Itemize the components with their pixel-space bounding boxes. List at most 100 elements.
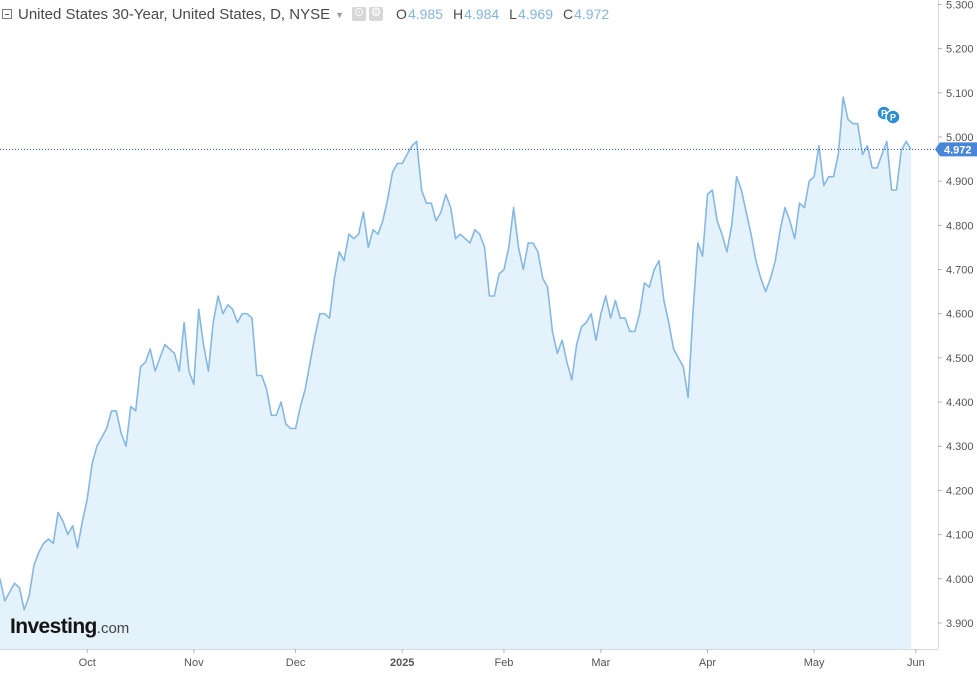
- data-point[interactable]: [230, 307, 234, 311]
- data-point[interactable]: [604, 294, 608, 298]
- data-point[interactable]: [555, 351, 559, 355]
- data-point[interactable]: [85, 497, 89, 501]
- data-point[interactable]: [56, 510, 60, 514]
- data-point[interactable]: [739, 188, 743, 192]
- data-point[interactable]: [318, 312, 322, 316]
- data-point[interactable]: [584, 320, 588, 324]
- data-point[interactable]: [885, 139, 889, 143]
- data-point[interactable]: [642, 281, 646, 285]
- data-point[interactable]: [66, 532, 70, 536]
- data-point[interactable]: [889, 188, 893, 192]
- data-point[interactable]: [177, 369, 181, 373]
- data-point[interactable]: [516, 245, 520, 249]
- data-point[interactable]: [579, 325, 583, 329]
- data-point[interactable]: [589, 312, 593, 316]
- data-point[interactable]: [492, 294, 496, 298]
- data-point[interactable]: [550, 329, 554, 333]
- data-point[interactable]: [696, 241, 700, 245]
- data-point[interactable]: [482, 245, 486, 249]
- data-point[interactable]: [366, 245, 370, 249]
- data-point[interactable]: [875, 166, 879, 170]
- data-point[interactable]: [327, 316, 331, 320]
- data-point[interactable]: [812, 175, 816, 179]
- data-point[interactable]: [763, 289, 767, 293]
- data-point[interactable]: [846, 117, 850, 121]
- data-point[interactable]: [759, 276, 763, 280]
- data-point[interactable]: [788, 219, 792, 223]
- data-point[interactable]: [783, 205, 787, 209]
- data-point[interactable]: [667, 320, 671, 324]
- data-point[interactable]: [352, 236, 356, 240]
- data-point[interactable]: [41, 541, 45, 545]
- data-point[interactable]: [269, 413, 273, 417]
- data-point[interactable]: [705, 192, 709, 196]
- data-point[interactable]: [250, 316, 254, 320]
- data-point[interactable]: [521, 267, 525, 271]
- data-point[interactable]: [390, 170, 394, 174]
- data-point[interactable]: [657, 259, 661, 263]
- data-point[interactable]: [371, 228, 375, 232]
- data-point[interactable]: [22, 608, 26, 612]
- data-point[interactable]: [468, 241, 472, 245]
- data-point[interactable]: [308, 360, 312, 364]
- data-point[interactable]: [434, 219, 438, 223]
- data-point[interactable]: [46, 537, 50, 541]
- data-point[interactable]: [192, 382, 196, 386]
- data-point[interactable]: [570, 378, 574, 382]
- data-point[interactable]: [720, 232, 724, 236]
- data-point[interactable]: [337, 250, 341, 254]
- data-point[interactable]: [347, 232, 351, 236]
- data-point[interactable]: [851, 122, 855, 126]
- data-point[interactable]: [497, 272, 501, 276]
- data-point[interactable]: [541, 276, 545, 280]
- data-point[interactable]: [502, 267, 506, 271]
- data-point[interactable]: [17, 585, 21, 589]
- data-point[interactable]: [172, 351, 176, 355]
- dropdown-caret-icon[interactable]: ▼: [335, 10, 345, 20]
- data-point[interactable]: [298, 404, 302, 408]
- data-point[interactable]: [637, 312, 641, 316]
- data-point[interactable]: [686, 395, 690, 399]
- data-point[interactable]: [95, 444, 99, 448]
- data-point[interactable]: [255, 373, 259, 377]
- data-point[interactable]: [817, 144, 821, 148]
- data-point[interactable]: [676, 356, 680, 360]
- data-point[interactable]: [51, 541, 55, 545]
- data-point[interactable]: [507, 245, 511, 249]
- data-point[interactable]: [841, 95, 845, 99]
- data-point[interactable]: [37, 550, 41, 554]
- data-point[interactable]: [158, 356, 162, 360]
- data-point[interactable]: [778, 228, 782, 232]
- data-point[interactable]: [618, 316, 622, 320]
- data-point[interactable]: [182, 320, 186, 324]
- data-point[interactable]: [473, 228, 477, 232]
- data-point[interactable]: [415, 139, 419, 143]
- data-point[interactable]: [211, 320, 215, 324]
- data-point[interactable]: [361, 210, 365, 214]
- data-point[interactable]: [356, 232, 360, 236]
- data-point[interactable]: [526, 241, 530, 245]
- data-point[interactable]: [153, 369, 157, 373]
- data-point[interactable]: [749, 232, 753, 236]
- data-point[interactable]: [545, 285, 549, 289]
- data-point[interactable]: [226, 303, 230, 307]
- data-point[interactable]: [730, 223, 734, 227]
- data-point[interactable]: [831, 175, 835, 179]
- data-point[interactable]: [613, 298, 617, 302]
- data-point[interactable]: [201, 342, 205, 346]
- data-point[interactable]: [245, 312, 249, 316]
- data-point[interactable]: [419, 188, 423, 192]
- data-point[interactable]: [32, 563, 36, 567]
- data-point[interactable]: [565, 360, 569, 364]
- data-point[interactable]: [3, 599, 7, 603]
- data-point[interactable]: [560, 338, 564, 342]
- plot-area[interactable]: [0, 95, 913, 649]
- data-point[interactable]: [822, 183, 826, 187]
- data-point[interactable]: [870, 166, 874, 170]
- data-point[interactable]: [453, 236, 457, 240]
- data-point[interactable]: [734, 175, 738, 179]
- data-point[interactable]: [289, 426, 293, 430]
- data-point[interactable]: [662, 298, 666, 302]
- data-point[interactable]: [628, 329, 632, 333]
